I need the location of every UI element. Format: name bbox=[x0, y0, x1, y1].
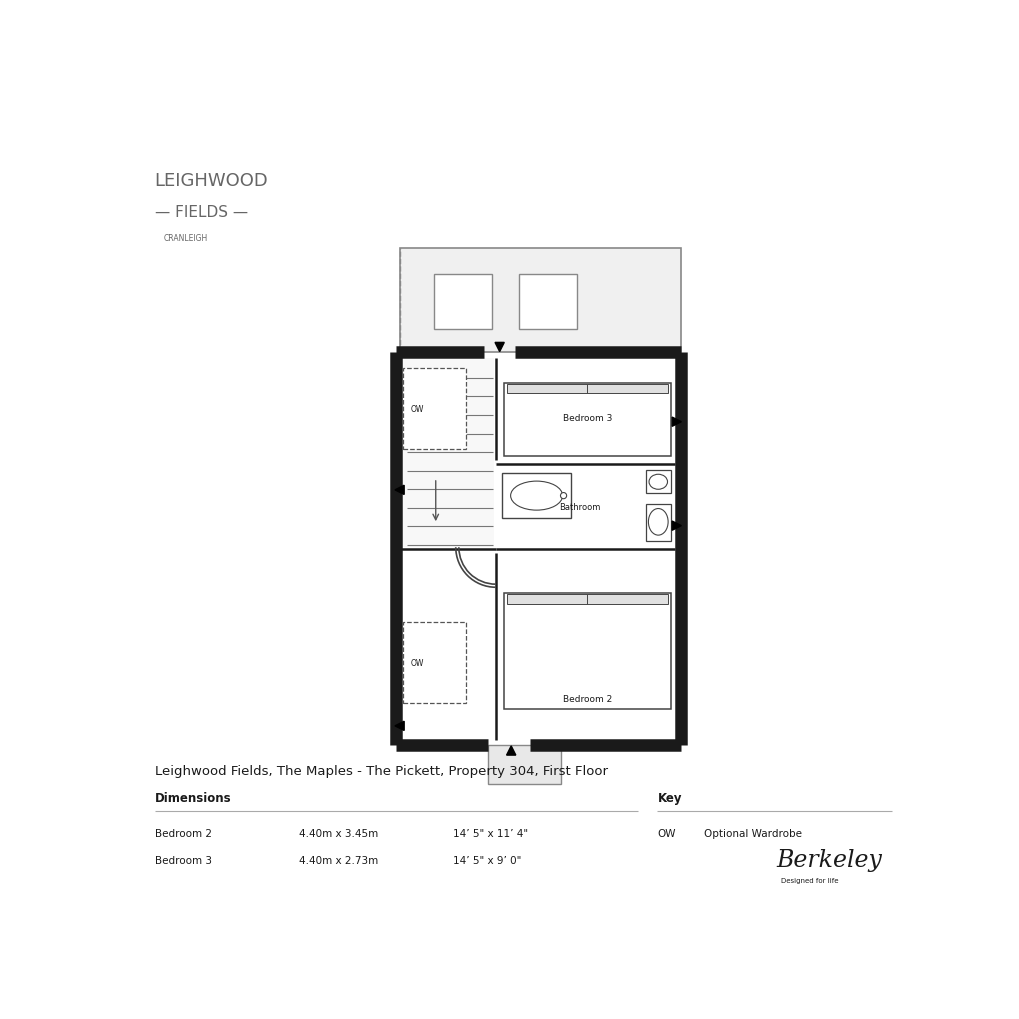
Text: Bedroom 3: Bedroom 3 bbox=[155, 855, 212, 865]
Text: Bathroom: Bathroom bbox=[558, 502, 600, 512]
Bar bbox=[399, 250, 680, 353]
Text: Key: Key bbox=[657, 792, 682, 805]
Text: 4.40m x 3.45m: 4.40m x 3.45m bbox=[300, 828, 378, 839]
Polygon shape bbox=[672, 418, 681, 427]
Text: 4.40m x 2.73m: 4.40m x 2.73m bbox=[300, 855, 378, 865]
Bar bbox=[434, 274, 491, 330]
Ellipse shape bbox=[648, 510, 667, 536]
Bar bbox=[506, 385, 667, 394]
Text: OW: OW bbox=[410, 405, 423, 414]
Text: Bedroom 3: Bedroom 3 bbox=[562, 414, 611, 422]
Text: Bedroom 2: Bedroom 2 bbox=[155, 828, 212, 839]
Bar bbox=[400, 359, 494, 547]
Bar bbox=[501, 474, 571, 519]
Text: OW: OW bbox=[410, 658, 423, 667]
Polygon shape bbox=[672, 522, 681, 531]
Bar bbox=[506, 595, 667, 604]
Text: 14’ 5" x 9’ 0": 14’ 5" x 9’ 0" bbox=[453, 855, 522, 865]
Text: Leighwood Fields, The Maples - The Pickett, Property 304, First Floor: Leighwood Fields, The Maples - The Picke… bbox=[155, 764, 607, 777]
Text: Bedroom 2: Bedroom 2 bbox=[562, 694, 611, 703]
Bar bbox=[519, 274, 576, 330]
Bar bbox=[645, 471, 669, 494]
Bar bbox=[645, 504, 669, 541]
Text: Berkeley: Berkeley bbox=[776, 848, 881, 870]
Text: OW: OW bbox=[657, 828, 676, 839]
Text: Dimensions: Dimensions bbox=[155, 792, 231, 805]
Text: 14’ 5" x 11’ 4": 14’ 5" x 11’ 4" bbox=[453, 828, 528, 839]
Bar bbox=[503, 383, 671, 457]
Text: CRANLEIGH: CRANLEIGH bbox=[164, 233, 208, 243]
Bar bbox=[403, 369, 466, 449]
Text: — FIELDS —: — FIELDS — bbox=[155, 205, 248, 219]
Bar bbox=[403, 623, 466, 703]
Polygon shape bbox=[394, 486, 404, 495]
Text: LEIGHWOOD: LEIGHWOOD bbox=[155, 172, 268, 191]
Text: Optional Wardrobe: Optional Wardrobe bbox=[703, 828, 801, 839]
Bar bbox=[400, 359, 675, 740]
Circle shape bbox=[559, 493, 567, 499]
Polygon shape bbox=[494, 343, 503, 353]
Bar bbox=[503, 593, 671, 709]
Text: Designed for life: Designed for life bbox=[780, 877, 838, 883]
Ellipse shape bbox=[648, 475, 666, 490]
Polygon shape bbox=[394, 721, 404, 731]
Polygon shape bbox=[506, 746, 516, 755]
Ellipse shape bbox=[511, 482, 562, 511]
Bar bbox=[488, 745, 560, 784]
